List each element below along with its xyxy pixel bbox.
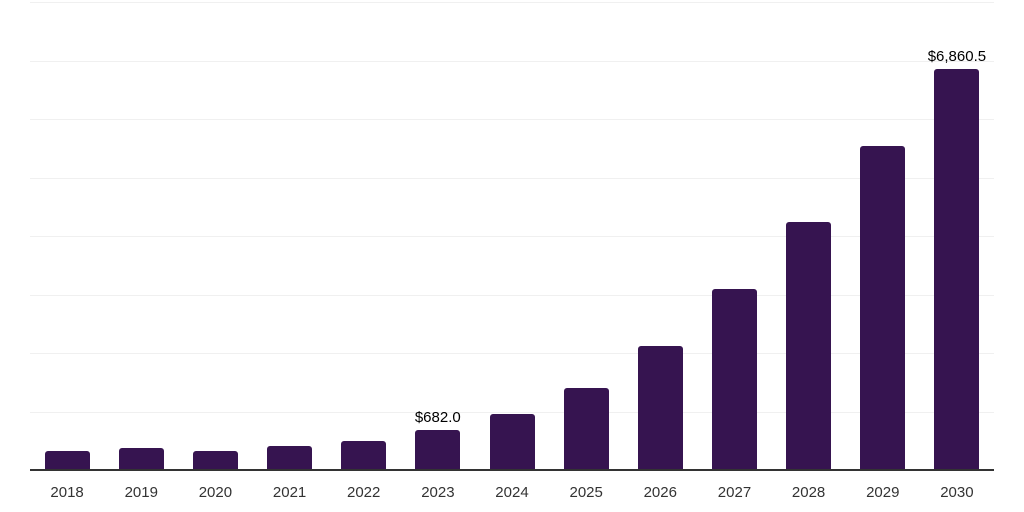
bar-2019 bbox=[118, 448, 164, 470]
x-axis-line bbox=[30, 469, 994, 471]
bar-2029 bbox=[860, 146, 906, 470]
x-tick-2030: 2030 bbox=[940, 484, 974, 501]
gridline bbox=[30, 412, 994, 413]
bar-2022 bbox=[341, 441, 387, 470]
gridline bbox=[30, 178, 994, 179]
gridline bbox=[30, 353, 994, 354]
x-tick-2026: 2026 bbox=[643, 484, 677, 501]
bar-2026 bbox=[637, 346, 683, 470]
x-tick-2019: 2019 bbox=[124, 484, 158, 501]
x-tick-2020: 2020 bbox=[198, 484, 233, 501]
bar-2028 bbox=[786, 222, 832, 470]
x-tick-2021: 2021 bbox=[272, 484, 307, 501]
x-tick-2028: 2028 bbox=[791, 484, 826, 501]
bar-2025 bbox=[563, 388, 609, 470]
x-tick-2024: 2024 bbox=[495, 484, 529, 501]
data-label-2030: $6,860.5 bbox=[927, 48, 987, 65]
x-tick-2029: 2029 bbox=[866, 484, 900, 501]
x-tick-2023: 2023 bbox=[421, 484, 455, 501]
bar-2021 bbox=[267, 446, 312, 470]
bar-2027 bbox=[712, 289, 757, 470]
x-tick-2018: 2018 bbox=[50, 484, 84, 501]
gridline bbox=[30, 2, 994, 3]
x-tick-2027: 2027 bbox=[717, 484, 752, 501]
x-tick-2025: 2025 bbox=[569, 484, 603, 501]
bar-2023 bbox=[415, 430, 461, 470]
gridline bbox=[30, 236, 994, 237]
bar-2018 bbox=[44, 451, 90, 470]
bar-2024 bbox=[489, 414, 535, 470]
bar-2030 bbox=[934, 69, 980, 470]
bar-2020 bbox=[192, 451, 238, 470]
gridline bbox=[30, 61, 994, 62]
x-tick-2022: 2022 bbox=[347, 484, 381, 501]
gridline bbox=[30, 295, 994, 296]
gridline bbox=[30, 119, 994, 120]
data-label-2023: $682.0 bbox=[414, 409, 461, 426]
